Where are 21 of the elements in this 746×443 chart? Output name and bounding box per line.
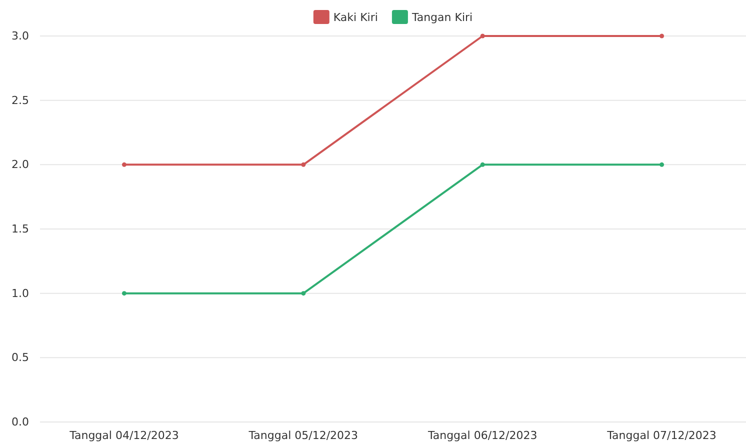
- x-tick-label: Tanggal 06/12/2023: [426, 428, 538, 442]
- y-tick-label: 2.5: [12, 94, 29, 107]
- y-tick-label: 3.0: [12, 30, 29, 43]
- legend-label: Kaki Kiri: [333, 11, 378, 24]
- point: [301, 291, 306, 296]
- point: [480, 34, 485, 38]
- point: [660, 162, 664, 167]
- point: [122, 162, 126, 167]
- y-tick-label: 2.0: [12, 158, 29, 172]
- point: [480, 162, 485, 167]
- y-tick-label: 0.0: [12, 416, 29, 429]
- y-tick-label: 1.0: [12, 286, 29, 300]
- point: [301, 162, 306, 167]
- point: [122, 291, 126, 296]
- point: [660, 34, 664, 38]
- legend-label: Tangan Kiri: [410, 11, 473, 24]
- x-tick-label: Tanggal 04/12/2023: [68, 428, 179, 442]
- y-tick-label: 0.5: [12, 351, 29, 364]
- y-tick-label: 1.5: [12, 222, 29, 236]
- x-tick-label: Tanggal 05/12/2023: [248, 428, 358, 442]
- x-tick-label: Tanggal 07/12/2023: [606, 428, 716, 442]
